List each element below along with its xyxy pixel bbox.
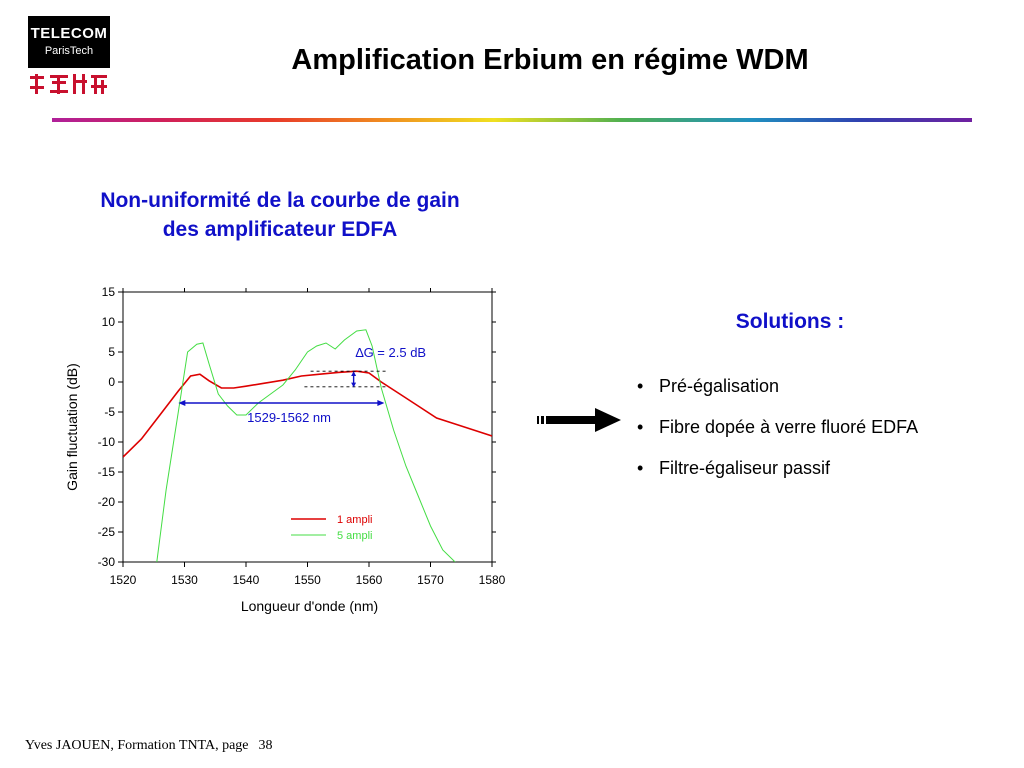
solution-label: Pré-égalisation: [659, 376, 780, 396]
bullet-icon: •: [637, 417, 644, 437]
x-tick-label: 1540: [233, 573, 260, 587]
y-tick-label: -15: [98, 465, 116, 479]
rainbow-divider: [52, 118, 972, 122]
legend-label-2: 5 ampli: [337, 530, 372, 542]
bullet-icon: •: [637, 376, 644, 396]
x-tick-label: 1530: [171, 573, 198, 587]
y-tick-label: -5: [104, 405, 115, 419]
logo-calligraphy-mark: [30, 74, 107, 94]
range-arrowhead-left: [178, 400, 186, 406]
page-title: Amplification Erbium en régime WDM: [291, 44, 809, 76]
telecom-paristech-logo: TELECOM ParisTech: [28, 16, 110, 96]
list-item: • Pré-égalisation: [637, 366, 918, 407]
solutions-list: • Pré-égalisation • Fibre dopée à verre fl…: [637, 366, 918, 489]
list-item: • Filtre-égaliseur passif: [637, 448, 918, 489]
x-tick-label: 1560: [356, 573, 383, 587]
y-tick-label: -25: [98, 525, 116, 539]
series-line-1: [123, 370, 492, 458]
right-arrow-icon: [537, 408, 621, 432]
x-axis-label: Longueur d'onde (nm): [241, 598, 378, 614]
logo-text-telecom: TELECOM: [30, 25, 108, 42]
y-tick-label: -10: [98, 435, 116, 449]
legend-label-1: 1 ampli: [337, 514, 372, 526]
x-tick-label: 1580: [479, 573, 506, 587]
solution-label: Filtre-égaliseur passif: [659, 458, 831, 478]
range-label: 1529-1562 nm: [247, 410, 331, 425]
deltag-label: ∆G = 2.5 dB: [356, 345, 426, 360]
logo-text-paristech: ParisTech: [44, 45, 94, 57]
x-tick-label: 1570: [417, 573, 444, 587]
deltag-arrowhead-up: [351, 371, 357, 376]
y-tick-label: -20: [98, 495, 116, 509]
logo-black-block: [28, 16, 110, 68]
page-number: 38: [258, 738, 273, 753]
subtitle-line-2: des amplificateur EDFA: [162, 218, 398, 241]
y-axis-label: Gain fluctuation (dB): [64, 363, 80, 491]
y-tick-label: -30: [98, 555, 116, 569]
plot-frame: [122, 291, 493, 563]
list-item: • Fibre dopée à verre fluoré EDFA: [637, 407, 918, 448]
bullet-icon: •: [637, 458, 644, 478]
chart-subtitle: Non-uniformité de la courbe de gain des …: [40, 186, 520, 244]
series-line-2: [156, 329, 456, 562]
x-tick-label: 1550: [294, 573, 321, 587]
range-arrowhead-right: [377, 400, 385, 406]
footer-text: Yves JAOUEN, Formation TNTA, page: [25, 738, 249, 753]
y-tick-label: 10: [102, 315, 116, 329]
subtitle-line-1: Non-uniformité de la courbe de gain: [100, 189, 460, 212]
y-tick-label: 15: [102, 285, 116, 299]
solutions-heading: Solutions :: [735, 310, 845, 333]
y-tick-label: 5: [108, 345, 115, 359]
x-tick-label: 1520: [110, 573, 137, 587]
footer: Yves JAOUEN, Formation TNTA, page 38: [25, 738, 273, 754]
y-tick-label: 0: [108, 375, 115, 389]
deltag-arrowhead-down: [351, 382, 357, 388]
solution-label: Fibre dopée à verre fluoré EDFA: [659, 417, 919, 437]
